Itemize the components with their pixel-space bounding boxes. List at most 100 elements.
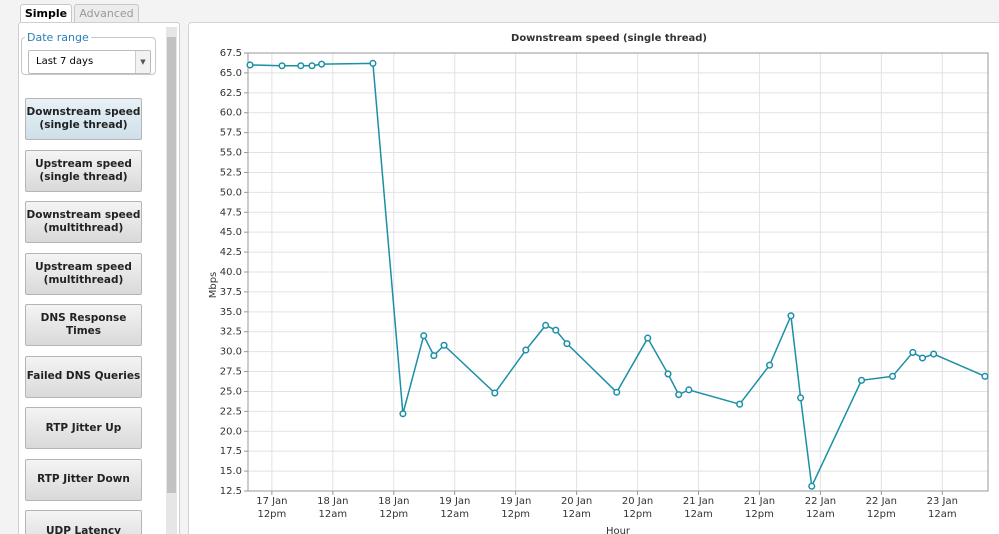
y-tick-label: 60.0: [220, 108, 242, 119]
date-select-value: Last 7 days: [36, 56, 94, 67]
x-tick-label: 20 Jan 12pm: [622, 496, 653, 520]
button-text: Upstream speed: [35, 157, 132, 170]
y-tick-label: 42.5: [220, 247, 242, 258]
y-tick-label: 50.0: [220, 187, 242, 198]
y-tick-label: 62.5: [220, 88, 242, 99]
x-axis-label: Hour: [606, 526, 631, 534]
data-point: [420, 332, 428, 340]
y-tick-label: 22.5: [220, 406, 242, 417]
sidebar: Date range Last 7 days ▼ Downstream speed…: [18, 22, 180, 534]
button-text: (multithread): [43, 222, 124, 234]
data-point: [808, 482, 816, 490]
x-tick-label: 23 Jan 12am: [927, 496, 958, 520]
button-text: DNS Response Times: [40, 312, 127, 337]
y-tick-label: 12.5: [220, 486, 242, 497]
tab-simple[interactable]: Simple: [20, 4, 72, 23]
data-line: [250, 62, 986, 489]
data-point: [918, 354, 927, 362]
y-tick-label: 67.5: [220, 48, 242, 59]
metric-button[interactable]: Failed DNS Queries: [25, 355, 142, 398]
data-point: [685, 386, 693, 394]
data-point: [297, 62, 305, 70]
button-text: Upstream speed: [35, 260, 132, 273]
select-arrow[interactable]: ▼: [135, 51, 150, 73]
data-point: [888, 372, 897, 380]
data-point: [522, 346, 530, 354]
data-point: [430, 352, 438, 360]
data-point: [552, 326, 560, 334]
x-tick-label: 21 Jan 12pm: [744, 496, 775, 520]
metric-button[interactable]: RTP Jitter Up: [25, 407, 142, 449]
data-point: [440, 341, 448, 349]
data-point: [278, 62, 286, 70]
data-point: [308, 62, 316, 70]
date-range: Date range Last 7 days ▼: [21, 31, 156, 75]
metric-button[interactable]: Upstream speed (single thread): [25, 149, 142, 192]
data-point: [542, 321, 550, 329]
data-point: [766, 361, 774, 369]
data-point: [246, 61, 254, 69]
metric-button[interactable]: UDP Latency: [25, 510, 142, 534]
data-point: [930, 350, 938, 358]
data-point: [644, 334, 652, 342]
y-tick-label: 27.5: [220, 367, 242, 378]
y-tick-label: 15.0: [220, 466, 242, 477]
x-tick-label: 19 Jan 12pm: [500, 496, 531, 520]
metric-button[interactable]: RTP Jitter Down: [25, 458, 142, 501]
data-point: [318, 60, 326, 68]
metric-button[interactable]: DNS Response Times: [25, 304, 142, 346]
scroll-thumb[interactable]: [167, 37, 176, 493]
button-text: Failed DNS Queries: [26, 370, 141, 382]
chart-title: Downstream speed (single thread): [511, 33, 707, 44]
date-range-legend: Date range: [27, 31, 89, 44]
y-tick-label: 17.5: [220, 446, 242, 457]
data-point: [613, 388, 621, 396]
y-tick-label: 45.0: [220, 227, 242, 238]
x-tick-label: 20 Jan 12am: [561, 496, 592, 520]
data-point: [797, 394, 805, 402]
x-tick-label: 18 Jan 12pm: [378, 496, 409, 520]
metric-button[interactable]: Downstream speed (single thread): [25, 98, 142, 140]
y-tick-label: 65.0: [220, 68, 242, 79]
y-tick-label: 35.0: [220, 307, 242, 318]
y-tick-label: 32.5: [220, 327, 242, 338]
button-text: RTP Jitter Down: [37, 473, 130, 485]
button-text: Downstream speed: [26, 209, 141, 221]
button-text: (single thread): [39, 170, 128, 183]
y-tick-label: 47.5: [220, 207, 242, 218]
tab-advanced[interactable]: Advanced: [74, 4, 139, 23]
y-tick-label: 20.0: [220, 426, 242, 437]
data-point: [736, 400, 744, 408]
x-tick-label: 22 Jan 12am: [805, 496, 836, 520]
button-text: RTP Jitter Up: [45, 421, 122, 434]
y-tick-label: 55.0: [220, 148, 242, 159]
data-point: [399, 410, 407, 418]
metric-button[interactable]: Upstream speed (multithread): [25, 252, 142, 295]
data-point: [664, 370, 672, 378]
x-tick-label: 18 Jan 12am: [317, 496, 348, 520]
data-point: [675, 391, 683, 399]
data-point: [909, 348, 917, 356]
y-tick-label: 40.0: [220, 267, 242, 278]
date-select[interactable]: Last 7 days ▼: [28, 50, 151, 74]
data-point: [369, 59, 377, 67]
data-point: [787, 312, 795, 320]
button-text: (multithread): [43, 273, 124, 286]
x-tick-label: 22 Jan 12pm: [866, 496, 897, 520]
plot-frame: [247, 52, 989, 492]
button-text: Downstream speed: [26, 106, 141, 118]
x-tick-label: 19 Jan 12am: [439, 496, 470, 520]
y-tick-label: 37.5: [220, 287, 242, 298]
metric-button[interactable]: Downstream speed (multithread): [25, 201, 142, 243]
y-tick-label: 52.5: [220, 167, 242, 178]
data-point: [491, 389, 499, 397]
button-text: (single thread): [39, 119, 128, 131]
y-tick-label: 30.0: [220, 347, 242, 358]
x-tick-label: 21 Jan 12am: [683, 496, 714, 520]
data-point: [981, 372, 989, 380]
y-axis-label: Mbps: [208, 272, 219, 299]
y-tick-label: 57.5: [220, 128, 242, 139]
data-point: [857, 376, 866, 384]
